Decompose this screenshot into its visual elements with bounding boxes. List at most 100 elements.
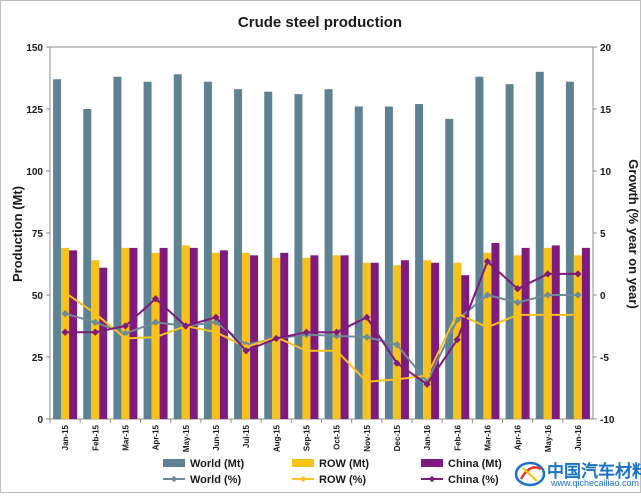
- point-china-pct: [513, 285, 522, 293]
- point-china-pct: [393, 359, 401, 367]
- x-tick-label: Aug-15: [272, 424, 281, 452]
- bar-row-mt: [91, 260, 100, 419]
- point-world-pct: [212, 318, 220, 326]
- bar-row-mt: [483, 252, 492, 419]
- y2-tick-label: 10: [600, 167, 612, 178]
- point-world-pct: [91, 318, 99, 326]
- bar-row-mt: [513, 255, 522, 419]
- point-china-pct: [574, 270, 582, 278]
- x-tick-label: Dec-15: [393, 424, 402, 451]
- bar-world-mt: [565, 81, 574, 419]
- bar-world-mt: [83, 109, 92, 419]
- point-row-pct: [212, 328, 220, 336]
- bar-row-mt: [181, 245, 190, 419]
- point-china-pct: [91, 328, 99, 336]
- y-tick-label: 25: [32, 353, 44, 364]
- bar-china-mt: [581, 247, 590, 419]
- point-row-pct: [483, 323, 492, 331]
- x-tick-label: May-15: [182, 424, 191, 452]
- legend-swatch: [292, 459, 314, 467]
- x-tick-label: Feb-16: [453, 424, 462, 450]
- bar-china-mt: [461, 275, 470, 419]
- legend-label: ROW (%): [319, 474, 366, 486]
- point-row-pct: [151, 333, 160, 341]
- y2-tick-label: -5: [600, 353, 609, 364]
- y-tick-label: 125: [26, 105, 43, 116]
- bar-world-mt: [535, 71, 544, 420]
- bar-world-mt: [324, 89, 333, 419]
- legend-swatch: [421, 459, 443, 467]
- point-china-pct: [423, 380, 431, 388]
- bar-china-mt: [250, 255, 259, 419]
- chart-title: Crude steel production: [238, 14, 402, 31]
- bar-world-mt: [475, 76, 484, 419]
- bar-china-mt: [551, 245, 560, 419]
- line-row-pct: [64, 291, 578, 383]
- x-tick-label: Apr-16: [514, 424, 523, 450]
- bar-world-mt: [143, 81, 152, 419]
- legend-label: ROW (Mt): [319, 458, 369, 470]
- bar-world-mt: [113, 76, 122, 419]
- point-row-pct: [393, 375, 401, 383]
- x-tick-label: Mar-16: [483, 424, 492, 450]
- point-row-pct: [332, 347, 341, 355]
- x-tick-label: Jan-16: [423, 424, 432, 450]
- x-tick-label: Jun-15: [212, 424, 221, 450]
- bar-world-mt: [384, 106, 393, 420]
- x-tick-label: May-16: [544, 424, 553, 452]
- point-row-pct: [91, 309, 99, 318]
- bar-world-mt: [415, 104, 424, 419]
- bar-row-mt: [302, 257, 311, 419]
- plot-background: [49, 46, 594, 420]
- point-china-pct: [121, 322, 130, 330]
- point-china-pct: [332, 328, 341, 336]
- point-row-pct: [363, 378, 371, 386]
- y-tick-label: 75: [32, 229, 44, 240]
- bar-china-mt: [129, 247, 138, 419]
- bar-row-mt: [543, 247, 552, 419]
- y-tick-label: 0: [37, 415, 43, 426]
- bar-world-mt: [234, 89, 243, 419]
- point-world-pct: [61, 309, 69, 318]
- bar-china-mt: [370, 262, 379, 419]
- bar-china-mt: [400, 260, 409, 419]
- bar-row-mt: [211, 252, 220, 419]
- bar-world-mt: [354, 106, 363, 420]
- x-tick-label: Jul-15: [242, 424, 251, 448]
- bar-row-mt: [573, 255, 582, 419]
- point-china-pct: [453, 336, 461, 344]
- line-china-pct: [65, 259, 578, 386]
- watermark-url: www.qichecailiao.com: [551, 478, 640, 488]
- point-china-pct: [151, 295, 160, 303]
- legend-label: World (Mt): [190, 458, 245, 470]
- x-tick-label: Mar-15: [121, 424, 130, 450]
- bar-world-mt: [53, 79, 62, 420]
- watermark-logo-icon: [514, 461, 546, 487]
- bar-china-mt: [99, 267, 108, 419]
- point-row-pct: [302, 347, 311, 355]
- point-world-pct: [544, 291, 552, 299]
- x-tick-label: Nov-15: [363, 424, 372, 451]
- point-row-pct: [453, 309, 461, 318]
- line-world-pct: [64, 293, 578, 384]
- point-china-pct: [363, 313, 371, 321]
- legend: World (Mt) ROW (Mt) China (Mt) World (%) ROW…: [163, 458, 502, 486]
- bar-world-mt: [203, 81, 212, 419]
- point-china-pct: [212, 313, 220, 321]
- point-china-pct: [302, 328, 311, 336]
- legend-label: China (%): [448, 474, 499, 486]
- point-china-pct: [242, 347, 250, 355]
- point-row-pct: [423, 371, 431, 380]
- point-china-pct: [272, 334, 280, 343]
- bar-row-mt: [242, 252, 251, 419]
- legend-marker: [299, 475, 307, 483]
- y2-tick-label: 5: [600, 229, 606, 240]
- point-world-pct: [363, 333, 371, 341]
- legend-swatch: [163, 459, 185, 467]
- point-row-pct: [513, 311, 522, 319]
- legend-marker: [170, 475, 178, 483]
- y-tick-label: 50: [32, 291, 44, 302]
- bar-china-mt: [431, 262, 440, 419]
- watermark-name: 中国汽车材料网: [547, 462, 641, 482]
- x-tick-label: Jun-16: [574, 424, 583, 450]
